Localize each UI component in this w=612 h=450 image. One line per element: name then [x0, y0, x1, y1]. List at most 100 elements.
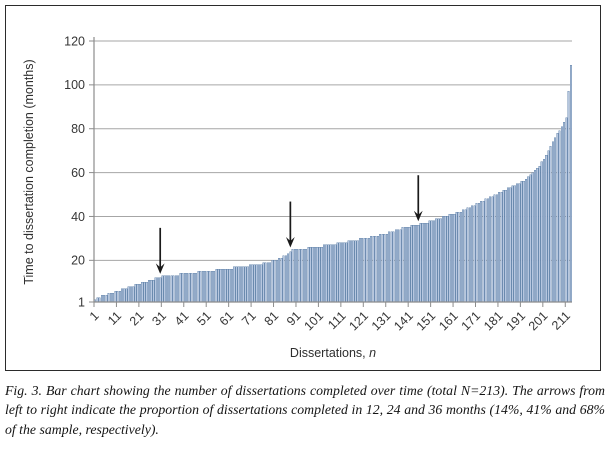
- bar: [390, 231, 393, 303]
- bar: [226, 268, 229, 303]
- bar: [230, 268, 234, 303]
- bar: [291, 249, 294, 303]
- bar: [507, 187, 510, 303]
- bars: [94, 64, 572, 303]
- bar: [489, 196, 492, 303]
- bar: [280, 257, 283, 303]
- bar: [367, 238, 370, 303]
- bar: [336, 242, 339, 303]
- bar: [374, 235, 377, 303]
- bar: [269, 262, 272, 303]
- bar: [542, 159, 545, 303]
- bar: [170, 275, 173, 303]
- bar: [284, 255, 287, 303]
- bar: [473, 205, 476, 303]
- bar: [112, 293, 115, 303]
- x-tick-label: 71: [239, 309, 259, 329]
- bar: [502, 189, 505, 303]
- bar: [540, 161, 543, 303]
- x-tick-label: 31: [149, 309, 169, 329]
- arrow-24-months: [285, 201, 295, 248]
- bar: [190, 273, 193, 303]
- bar: [262, 262, 265, 303]
- bar: [192, 273, 195, 303]
- bar: [329, 244, 332, 303]
- bar: [289, 251, 292, 303]
- x-tick-label: 131: [369, 309, 394, 334]
- bar: [168, 275, 171, 303]
- bar: [118, 290, 121, 303]
- bar: [509, 187, 512, 303]
- bar: [129, 286, 133, 303]
- bar: [266, 262, 269, 303]
- bar: [533, 170, 537, 303]
- bar: [314, 246, 317, 303]
- bar: [242, 266, 245, 303]
- bar: [569, 64, 572, 303]
- bar: [282, 255, 285, 303]
- bar: [174, 275, 177, 303]
- y-tick-label: 1: [78, 295, 85, 309]
- bar: [287, 253, 290, 303]
- bar: [253, 264, 256, 303]
- bar: [356, 240, 359, 303]
- bar: [423, 222, 427, 303]
- x-tick-label: 51: [194, 309, 214, 329]
- bar: [347, 240, 350, 303]
- bar: [397, 229, 400, 303]
- bar: [204, 271, 207, 303]
- bar: [134, 284, 137, 303]
- bar: [331, 244, 335, 303]
- x-tick-label: 61: [217, 309, 237, 329]
- x-tick-label: 21: [127, 309, 147, 329]
- bar: [334, 244, 337, 303]
- axes: [89, 37, 572, 307]
- bar: [136, 284, 139, 303]
- bar: [354, 240, 357, 303]
- bar: [237, 266, 240, 303]
- bar: [401, 227, 404, 303]
- y-tick-label: 60: [71, 166, 85, 180]
- bar: [322, 244, 326, 303]
- bar: [432, 220, 436, 303]
- bar: [255, 264, 258, 303]
- bar: [123, 288, 126, 303]
- bar: [410, 225, 413, 303]
- x-tick-label: 141: [391, 309, 416, 334]
- bar: [462, 209, 465, 303]
- bar: [477, 203, 480, 303]
- x-tick-label: 91: [284, 309, 304, 329]
- bar: [127, 286, 130, 303]
- bar: [239, 266, 243, 303]
- bar: [338, 242, 341, 303]
- figure-panel: 1 11 21 31 41 51 61 71 81 91 101 111 121 131 141 151 161…: [5, 5, 601, 371]
- bar: [495, 194, 498, 303]
- bar: [165, 275, 168, 303]
- bar: [109, 293, 112, 303]
- bar: [468, 207, 471, 303]
- x-tick-label: 111: [325, 309, 348, 332]
- bar: [147, 279, 151, 303]
- x-tick-label: 151: [414, 309, 439, 334]
- bar: [325, 244, 328, 303]
- bar: [381, 233, 384, 303]
- bar: [549, 146, 552, 303]
- bar: [154, 277, 157, 303]
- x-tick-label: 11: [105, 309, 124, 328]
- bar: [208, 271, 211, 303]
- y-tick-label: 40: [71, 210, 85, 224]
- bar: [511, 185, 514, 303]
- bar: [518, 183, 521, 303]
- bar: [412, 225, 415, 303]
- bar: [316, 246, 319, 303]
- bar: [107, 293, 110, 303]
- bar: [311, 246, 314, 303]
- bar: [132, 286, 135, 303]
- x-tick-label: 201: [526, 309, 551, 334]
- bar: [428, 220, 431, 303]
- bar: [235, 266, 238, 303]
- bar: [406, 227, 409, 303]
